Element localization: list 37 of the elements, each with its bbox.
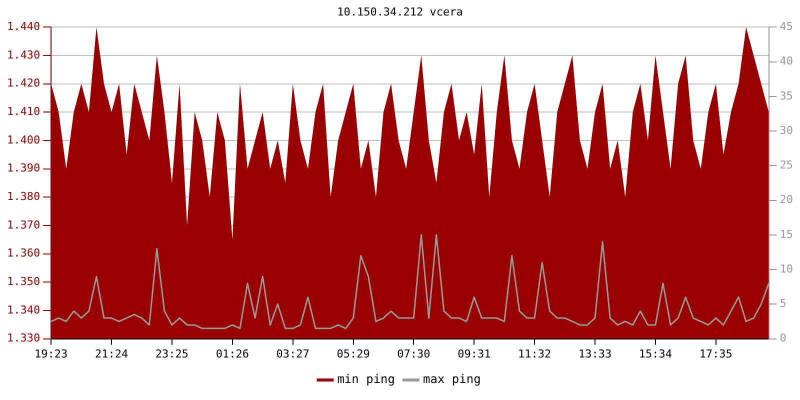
y2-tick-label: 40: [780, 54, 794, 68]
x-tick-label: 09:31: [458, 347, 491, 360]
y-tick-label: 1.330: [6, 332, 40, 345]
y-tick-label: 1.420: [6, 76, 40, 90]
legend-label: min ping: [337, 372, 395, 386]
y2-tick-label: 35: [780, 89, 794, 102]
y-tick-label: 1.390: [6, 162, 40, 175]
x-tick-label: 01:26: [216, 347, 249, 360]
x-tick-label: 11:32: [518, 347, 552, 360]
y2-tick-label: 25: [780, 158, 794, 172]
y2-tick-label: 45: [780, 20, 794, 34]
y2-tick-label: 10: [780, 262, 794, 276]
y-tick-label: 1.410: [6, 105, 40, 118]
legend-label: max ping: [423, 372, 481, 386]
y2-tick-label: 20: [780, 193, 794, 206]
x-tick-label: 17:35: [699, 347, 732, 360]
y-tick-label: 1.340: [6, 303, 40, 316]
x-tick-label: 15:34: [638, 347, 672, 360]
y-tick-label: 1.360: [6, 246, 40, 260]
chart-title: 10.150.34.212 vcera: [337, 5, 463, 18]
x-tick-label: 13:33: [578, 347, 612, 360]
y-tick-label: 1.350: [6, 275, 40, 288]
y-tick-label: 1.400: [6, 133, 40, 146]
y-tick-label: 1.370: [6, 218, 40, 232]
y2-tick-label: 0: [780, 332, 786, 345]
y2-tick-label: 30: [780, 124, 794, 137]
y-tick-label: 1.430: [6, 48, 40, 62]
y2-tick-label: 5: [780, 297, 786, 310]
x-tick-label: 07:30: [397, 347, 430, 360]
y2-tick-label: 15: [780, 228, 794, 241]
x-tick-label: 19:23: [34, 347, 68, 360]
y-tick-label: 1.440: [6, 20, 40, 34]
x-tick-label: 05:29: [336, 347, 370, 360]
x-tick-label: 21:24: [94, 347, 128, 360]
x-tick-label: 23:25: [155, 347, 189, 360]
y-tick-label: 1.380: [6, 190, 40, 204]
x-tick-label: 03:27: [276, 347, 310, 360]
